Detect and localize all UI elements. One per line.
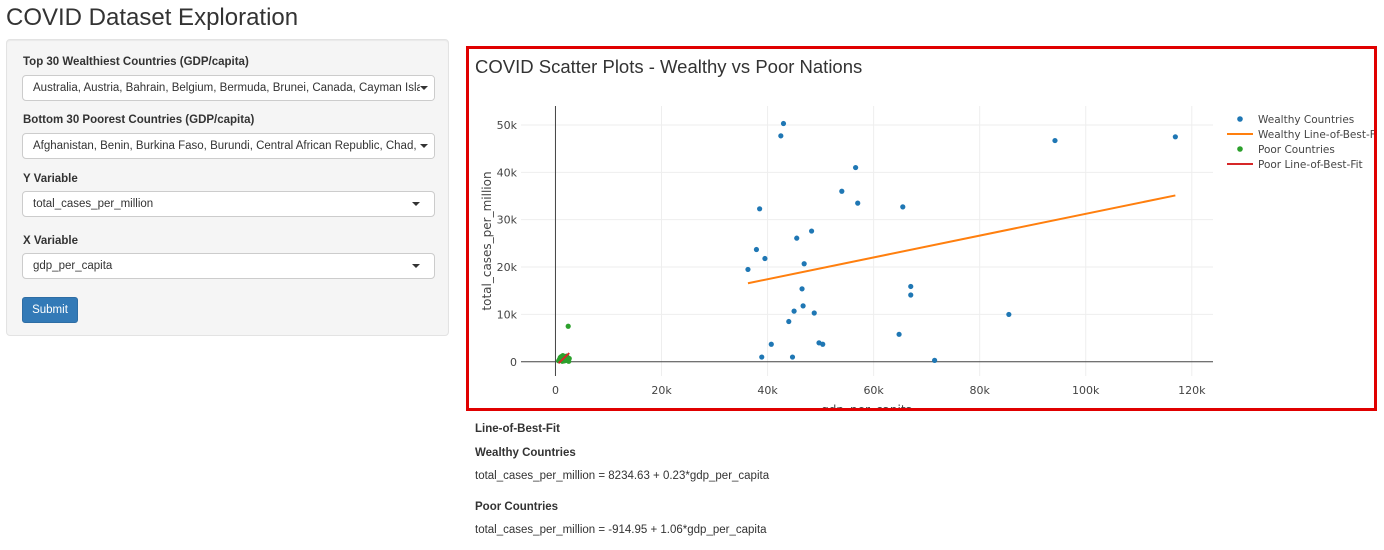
sidebar-panel: Top 30 Wealthiest Countries (GDP/capita)…	[6, 39, 449, 336]
y-axis-title: total_cases_per_million	[480, 171, 494, 310]
y-variable-label: Y Variable	[23, 173, 78, 185]
x-tick-label: 100k	[1072, 384, 1100, 397]
data-point	[855, 200, 861, 206]
data-point	[753, 246, 760, 253]
poor-fit-equation: total_cases_per_million = -914.95 + 1.06…	[475, 524, 767, 536]
x-tick-label: 120k	[1178, 384, 1206, 397]
data-point	[1006, 311, 1012, 318]
x-tick-label: 80k	[969, 384, 990, 397]
legend-label: Poor Line-of-Best-Fit	[1258, 159, 1363, 171]
data-point	[801, 261, 807, 267]
legend-label: Wealthy Countries	[1258, 114, 1354, 126]
y-tick-label: 10k	[497, 308, 518, 321]
chevron-down-icon	[420, 144, 428, 148]
best-fit-line	[557, 352, 570, 364]
data-point	[852, 164, 859, 171]
data-point	[1172, 134, 1178, 140]
data-point	[794, 235, 800, 241]
poor-countries-label: Bottom 30 Poorest Countries (GDP/capita)	[23, 114, 255, 126]
data-point	[565, 323, 571, 329]
legend-item[interactable]: Poor Line-of-Best-Fit	[1227, 159, 1363, 171]
legend-item[interactable]: Wealthy Line-of-Best-Fit	[1227, 129, 1374, 141]
scatter-plot-panel: COVID Scatter Plots - Wealthy vs Poor Na…	[466, 46, 1377, 411]
legend-item[interactable]: Poor Countries	[1237, 144, 1335, 156]
data-point	[800, 303, 806, 309]
data-point	[780, 120, 787, 127]
x-tick-label: 40k	[757, 384, 778, 397]
data-point	[811, 310, 817, 316]
chevron-down-icon	[412, 264, 420, 268]
x-tick-label: 20k	[651, 384, 672, 397]
legend-label: Poor Countries	[1258, 144, 1335, 156]
x-tick-label: 60k	[863, 384, 884, 397]
legend-swatch	[1237, 146, 1243, 152]
wealthy-countries-select[interactable]: Australia, Austria, Bahrain, Belgium, Be…	[22, 75, 435, 101]
y-variable-select[interactable]: total_cases_per_million	[22, 191, 435, 217]
data-point	[808, 228, 815, 234]
poor-fit-heading: Poor Countries	[475, 501, 559, 513]
wealthy-fit-equation: total_cases_per_million = 8234.63 + 0.23…	[475, 470, 770, 482]
wealthy-countries-label: Top 30 Wealthiest Countries (GDP/capita)	[23, 56, 249, 68]
y-tick-label: 0	[510, 356, 517, 369]
chevron-down-icon	[412, 202, 420, 206]
data-point	[789, 354, 796, 360]
plot-title: COVID Scatter Plots - Wealthy vs Poor Na…	[475, 56, 863, 77]
data-point	[839, 188, 845, 194]
data-point	[799, 286, 805, 292]
data-point	[908, 292, 914, 298]
data-point	[778, 133, 784, 139]
legend-swatch	[1237, 116, 1243, 122]
x-variable-select[interactable]: gdp_per_capita	[22, 253, 435, 279]
x-tick-label: 0	[552, 384, 559, 397]
wealthy-countries-value: Australia, Austria, Bahrain, Belgium, Be…	[33, 82, 420, 94]
y-tick-label: 30k	[497, 214, 518, 227]
data-point	[786, 318, 792, 325]
best-fit-line	[747, 194, 1176, 285]
data-point	[566, 355, 572, 362]
poor-countries-select[interactable]: Afghanistan, Benin, Burkina Faso, Burund…	[22, 133, 435, 159]
legend-item[interactable]: Wealthy Countries	[1237, 114, 1354, 126]
y-tick-label: 40k	[497, 166, 518, 179]
data-point	[791, 308, 797, 314]
best-fit-heading: Line-of-Best-Fit	[475, 423, 560, 435]
poor-countries-value: Afghanistan, Benin, Burkina Faso, Burund…	[33, 140, 420, 152]
data-point	[1052, 137, 1058, 144]
data-point	[762, 255, 768, 262]
data-point	[908, 283, 914, 290]
wealthy-fit-heading: Wealthy Countries	[475, 447, 576, 459]
y-tick-label: 50k	[497, 119, 518, 132]
data-point	[932, 357, 938, 363]
data-point	[768, 341, 774, 347]
data-point	[745, 266, 751, 273]
data-point	[896, 331, 902, 337]
app-title: COVID Dataset Exploration	[6, 4, 299, 31]
x-variable-label: X Variable	[23, 235, 78, 247]
y-variable-value: total_cases_per_million	[33, 198, 154, 210]
x-variable-value: gdp_per_capita	[33, 260, 113, 272]
data-point	[820, 341, 826, 347]
legend-label: Wealthy Line-of-Best-Fit	[1258, 129, 1374, 141]
data-point	[900, 204, 906, 210]
data-point	[757, 206, 763, 212]
data-point	[759, 354, 765, 360]
submit-button[interactable]: Submit	[22, 297, 78, 323]
y-tick-label: 20k	[497, 261, 518, 274]
x-axis-title: gdp_per_capita	[821, 403, 913, 408]
chevron-down-icon	[420, 86, 428, 90]
scatter-chart[interactable]: 0 20k 40k 60k 80k 100k 120k 0 10k 20k 30k 40k 50k gdp…	[469, 49, 1374, 408]
